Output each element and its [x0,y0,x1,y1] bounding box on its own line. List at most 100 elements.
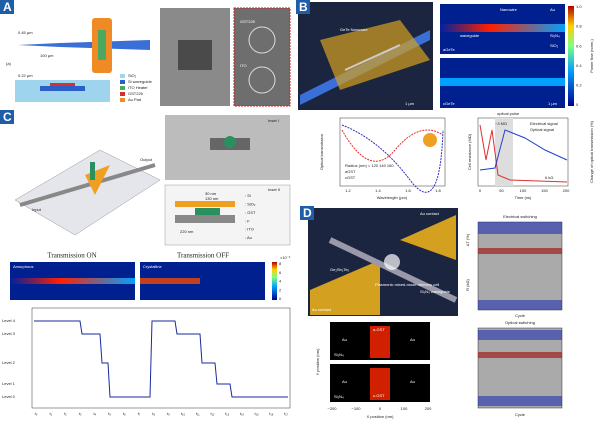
legend-text: : F [245,218,250,223]
curve [341,129,444,162]
time-label: t₁₆ [269,411,273,416]
pulse-window [495,118,513,186]
swatch [120,80,125,84]
legend-a: SiO₂ Si waveguide ITO Heater GST225 Au P… [120,73,153,102]
field-hot [370,368,390,400]
panel-badge [0,0,14,14]
inset-cell [224,136,236,148]
sim-label: Au [550,7,555,12]
legend-text: aGST [345,169,356,174]
plot-frame [31,307,291,409]
time-label: t₆ [123,411,126,416]
legend-text: SiO₂ [128,73,137,78]
legend-text: : ITO [245,227,254,232]
sim-label: cGeTe [443,101,455,106]
sem-zoom [233,7,291,107]
x-tick-label: 150 [541,188,548,193]
cross-gst [50,83,75,86]
swatch [120,98,125,102]
device-label: Inset II [268,187,280,192]
legend-text: Optical signal [530,127,554,132]
x-ticks: 1.2 1.4 1.6 1.8 [345,188,441,193]
colorbar-tick: 2 [279,287,282,292]
x-tick-label: −100 [351,406,361,411]
render-label: Si₃N₄ waveguide [420,289,451,294]
time-label: t₀ [35,411,38,416]
sim-label: Si₃N₄ [550,33,560,38]
state: Crystalline [143,264,162,269]
swatch [120,86,125,90]
colorbar-ticks: 0 0.2 0.4 0.6 0.8 1.0 [576,4,582,107]
y-label: Cell resistance (MΩ) [467,133,472,170]
swatch [120,74,125,78]
sim-label: SiO₂ [550,43,559,48]
sublabel: (a) [6,61,12,66]
gst-cell [90,162,95,180]
render-label: 1 µm [405,101,415,106]
level-label: Level 0 [2,394,16,399]
legend-text: Electrical signal [530,121,558,126]
dim: 100 µm [40,53,54,58]
x-tick-label: 1.2 [345,188,351,193]
glow [384,254,400,270]
annotation: ~3 MΩ [495,121,507,126]
panel-label: D [303,206,312,220]
legend-text: Si waveguide [128,79,153,84]
colorbar [272,262,277,300]
legend-text: Radius (nm) = 120 140 160 [345,163,394,168]
legend-text: : GST [245,210,256,215]
legend-c: : Si : SiO₂ : GST : F : ITO : Au [245,193,256,240]
au-pad [320,20,430,90]
band [478,352,562,358]
level-label: Level 1 [2,381,16,386]
time-label: t₁₄ [240,411,244,416]
field-beam [10,278,135,284]
x-ticks: −200 −100 0 100 200 [327,406,432,411]
panel-badge [0,110,14,124]
map-label: Au [342,337,347,342]
sim-label: aGeTe [443,47,456,52]
x-tick-label: 100 [520,188,527,193]
x-tick-label: 0 [379,406,382,411]
y-label: Optical transmission [319,134,324,170]
inset-mode [423,133,437,147]
x-label: Cycle [515,412,526,417]
panel-label: C [3,110,12,124]
time-label: t₁₀ [181,411,185,416]
trace [34,320,288,398]
colorbar-title: Power flow (norm.) [589,39,594,73]
legend-text: GST225 [128,91,144,96]
x-tick-label: 200 [425,406,432,411]
map-label: Au [410,337,415,342]
band [478,396,562,406]
panel-label: B [299,0,308,14]
dim: 30 nm [205,191,217,196]
device-label: Output [140,157,153,162]
legend-text: : SiO₂ [245,201,256,206]
colorbar-tick: 8 [279,261,282,266]
band [478,222,562,234]
annotation: optical pulse [497,111,520,116]
swatch [120,92,125,96]
colorbar-tick: 6 [279,270,282,275]
waveguide [328,237,458,303]
state: Amorphous [13,264,33,269]
colorbar-tick: 4 [279,279,282,284]
y-label: R (kΩ) [465,279,470,291]
level-label: Level 4 [2,318,16,323]
panel-label: A [3,0,12,14]
sim-beam [440,78,565,86]
legend-text: : Au [245,235,252,240]
curve [479,124,568,183]
colorbar-title: ×10⁻³ [280,255,291,260]
colorbar-tick: 1.0 [576,4,582,9]
legend-text: cGST [345,175,356,180]
colorbar-tick: 0.6 [576,43,582,48]
colorbar-tick: 0.4 [576,63,582,68]
legend-text: : Si [245,193,251,198]
map-label: c-GST [373,393,385,398]
band [478,248,562,254]
panel-badge [300,206,314,220]
plot-frame [477,327,563,409]
time-label: t₁₂ [210,411,214,416]
